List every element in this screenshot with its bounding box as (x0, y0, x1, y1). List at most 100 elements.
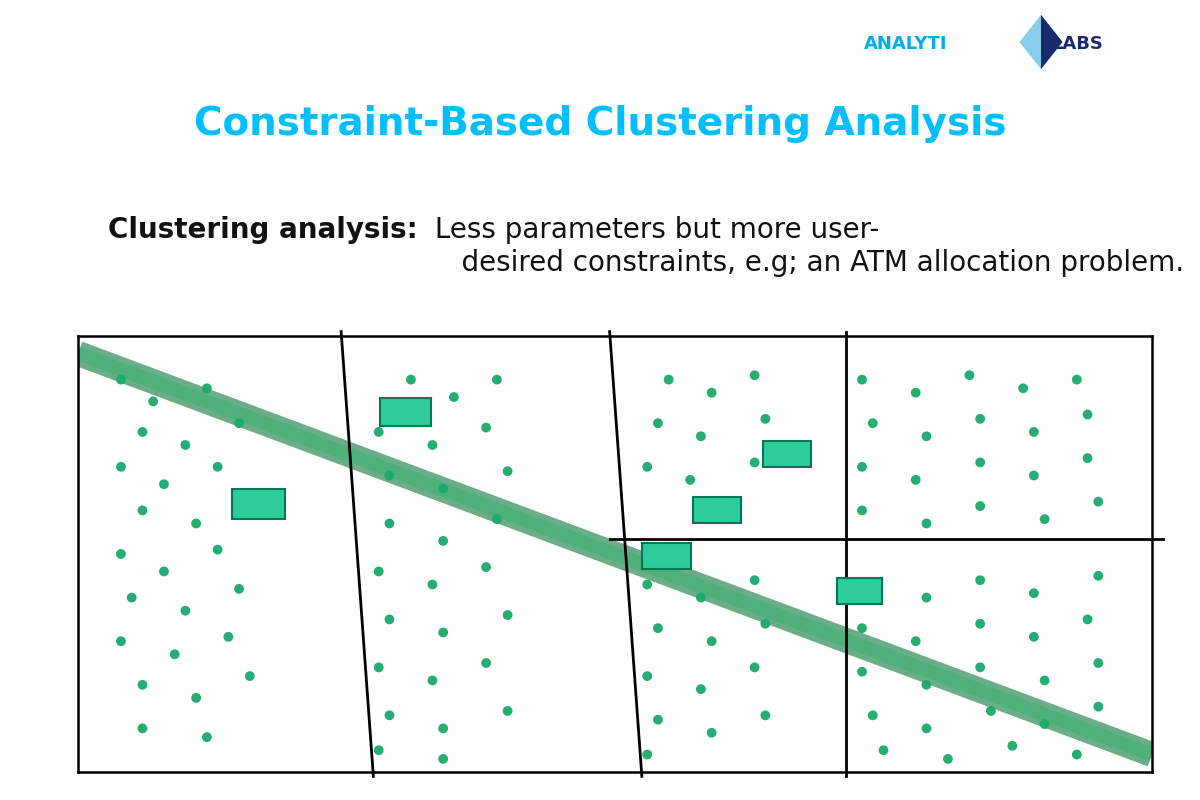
Point (370, 744, 389, 757)
Point (852, 622, 871, 634)
Point (756, 413, 775, 426)
Point (370, 565, 389, 578)
Point (133, 504, 152, 517)
Point (971, 456, 990, 469)
Point (852, 373, 871, 386)
Point (197, 730, 216, 743)
Point (971, 661, 990, 674)
Point (186, 691, 205, 704)
Point (756, 618, 775, 630)
Point (380, 709, 400, 722)
Point (863, 417, 882, 430)
Point (680, 474, 700, 486)
Point (702, 386, 721, 399)
Point (370, 426, 389, 438)
Point (380, 469, 400, 482)
Point (745, 661, 764, 674)
Point (906, 635, 925, 648)
Point (218, 630, 238, 643)
Point (745, 369, 764, 382)
Point (637, 748, 656, 761)
Point (659, 373, 678, 386)
Point (166, 648, 185, 661)
Point (433, 534, 452, 547)
Point (208, 543, 227, 556)
Point (863, 578, 882, 591)
Text: LABS: LABS (1051, 35, 1103, 53)
Point (498, 609, 517, 622)
Point (1025, 426, 1044, 438)
Point (852, 460, 871, 473)
Point (1034, 718, 1054, 730)
Text: Less parameters but more user-
    desired constraints, e.g; an ATM allocation p: Less parameters but more user- desired c… (426, 216, 1184, 277)
Point (1025, 587, 1044, 600)
Point (1088, 495, 1108, 508)
Text: Clustering analysis:: Clustering analysis: (108, 216, 418, 244)
Point (1078, 613, 1097, 626)
Point (1067, 373, 1086, 386)
Point (1025, 469, 1044, 482)
Point (112, 460, 131, 473)
Point (208, 460, 227, 473)
Bar (232, 489, 286, 518)
Point (756, 709, 775, 722)
Point (370, 661, 389, 674)
Bar (379, 398, 431, 426)
Point (917, 678, 936, 691)
Bar (763, 441, 811, 466)
Point (380, 517, 400, 530)
Point (971, 413, 990, 426)
Point (691, 591, 710, 604)
Point (112, 373, 131, 386)
Text: ANALYTI: ANALYTI (864, 35, 948, 53)
Point (229, 582, 248, 595)
Point (498, 705, 517, 718)
Point (476, 657, 496, 670)
Text: Constraint-Based Clustering Analysis: Constraint-Based Clustering Analysis (193, 105, 1007, 143)
Point (702, 726, 721, 739)
Point (637, 578, 656, 591)
Point (433, 626, 452, 639)
Point (433, 482, 452, 495)
Point (422, 438, 442, 451)
Polygon shape (1042, 14, 1063, 70)
Point (422, 578, 442, 591)
Point (112, 547, 131, 560)
Point (229, 417, 248, 430)
Point (476, 561, 496, 574)
Point (863, 709, 882, 722)
Point (133, 426, 152, 438)
Point (112, 635, 131, 648)
Point (1014, 382, 1033, 394)
Point (401, 373, 420, 386)
Point (971, 500, 990, 513)
Point (1003, 739, 1022, 752)
Point (745, 574, 764, 586)
Point (917, 517, 936, 530)
Point (938, 753, 958, 766)
Point (906, 386, 925, 399)
Point (691, 430, 710, 442)
Point (155, 478, 174, 490)
Point (971, 574, 990, 586)
Point (122, 591, 142, 604)
Point (1078, 452, 1097, 465)
Point (144, 395, 163, 408)
Point (852, 666, 871, 678)
Point (176, 604, 196, 617)
Point (637, 460, 656, 473)
Point (498, 465, 517, 478)
Point (240, 670, 259, 682)
Point (476, 421, 496, 434)
Point (906, 474, 925, 486)
Point (917, 430, 936, 442)
Bar (838, 578, 882, 604)
Point (1025, 630, 1044, 643)
Point (691, 682, 710, 695)
Bar (642, 543, 691, 570)
Point (487, 513, 506, 526)
Point (186, 517, 205, 530)
Point (745, 456, 764, 469)
Point (971, 618, 990, 630)
Point (874, 744, 893, 757)
